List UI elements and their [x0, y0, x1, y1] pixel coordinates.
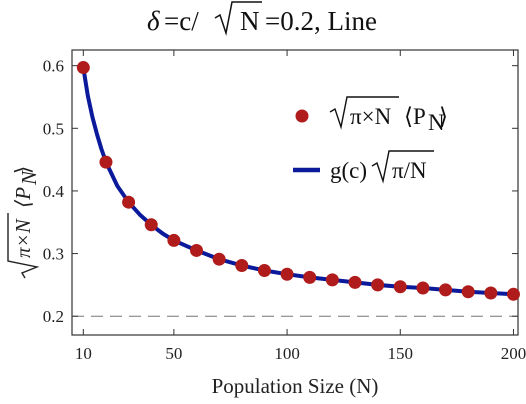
y-tick-label: 0.2 — [43, 307, 64, 326]
data-point — [99, 155, 113, 169]
legend-points-close: ⟩ — [439, 104, 448, 129]
data-point — [484, 286, 498, 300]
title-value: =0.2, Line — [265, 6, 377, 36]
legend: π×N ⟨P N ⟩ g(c) π/N — [293, 96, 448, 184]
data-points — [76, 61, 520, 301]
data-point — [280, 267, 294, 281]
title-radical — [214, 1, 262, 36]
x-tick-label: 150 — [388, 344, 414, 363]
y-axis-title: π×N ⟨P N ⟩ — [7, 166, 41, 279]
data-point — [303, 270, 317, 284]
data-point — [167, 233, 181, 247]
data-point — [416, 281, 430, 295]
x-tick-label: 200 — [501, 344, 526, 363]
x-axis-title: Population Size (N) — [212, 374, 379, 398]
data-point — [212, 252, 226, 266]
data-point — [76, 61, 90, 75]
data-point — [371, 278, 385, 292]
legend-radical-2 — [371, 150, 434, 184]
data-point — [235, 258, 249, 272]
data-point — [122, 195, 136, 209]
y-axis-close: ⟩ — [11, 166, 35, 174]
data-point — [439, 283, 453, 297]
y-ticks: 0.2 0.3 0.4 0.5 0.6 — [43, 57, 518, 326]
y-tick-label: 0.6 — [43, 57, 64, 76]
legend-points-root-arg: π×N — [350, 104, 392, 129]
x-tick-label: 50 — [165, 344, 182, 363]
legend-line-prefix: g(c) — [330, 158, 367, 183]
fit-line — [81, 65, 516, 297]
y-axis-root-arg: π×N — [11, 218, 35, 258]
legend-marker-points — [295, 109, 309, 123]
title-delta: δ — [147, 6, 160, 36]
legend-points-sub: N — [428, 110, 445, 135]
x-tick-label: 100 — [274, 344, 300, 363]
title-root-arg: N — [240, 6, 260, 36]
title-eq: =c/ — [164, 6, 199, 36]
y-axis-sub: N — [17, 170, 41, 186]
y-tick-label: 0.4 — [43, 182, 65, 201]
y-tick-label: 0.3 — [43, 245, 64, 264]
x-ticks: 10 50 100 150 200 — [75, 50, 526, 363]
data-point — [348, 275, 362, 289]
y-tick-label: 0.5 — [43, 119, 64, 138]
data-point — [190, 243, 204, 257]
legend-entry-points: π×N ⟨P N ⟩ — [295, 96, 448, 135]
data-point — [325, 273, 339, 287]
x-tick-label: 10 — [75, 344, 92, 363]
data-point — [461, 285, 475, 299]
data-point — [393, 280, 407, 294]
legend-entry-line: g(c) π/N — [293, 150, 434, 184]
y-axis-rest: ⟨P — [11, 187, 35, 208]
legend-points-rest: ⟨P — [404, 104, 426, 129]
data-point — [257, 263, 271, 277]
data-point — [144, 218, 158, 232]
legend-radical-1 — [329, 96, 399, 130]
legend-line-root-arg: π/N — [392, 158, 427, 183]
plot-frame — [71, 49, 519, 336]
y-axis-radical — [7, 213, 40, 279]
chart-title: δ =c/ N =0.2, Line — [147, 1, 377, 36]
data-point — [506, 287, 520, 301]
